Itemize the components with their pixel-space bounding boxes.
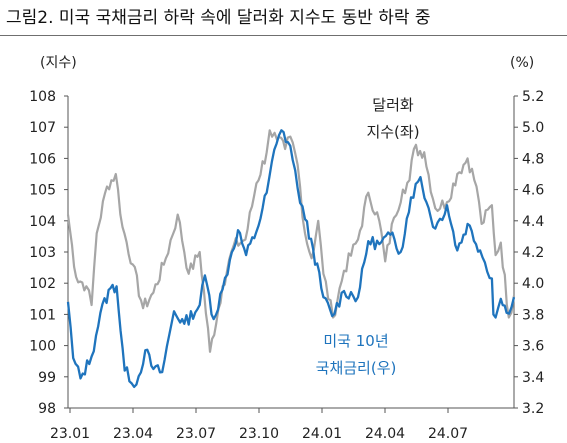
right-tick-label: 3.8	[522, 307, 544, 323]
ust10y-series-line	[66, 129, 516, 389]
left-tick-label: 100	[29, 339, 56, 355]
x-tick-label: 23.10	[239, 426, 279, 442]
figure-title: 그림2. 미국 국채금리 하락 속에 달러화 지수도 동반 하락 중	[6, 8, 431, 28]
left-tick-label: 103	[29, 245, 56, 261]
x-tick-label: 24.07	[428, 426, 468, 442]
series-layer	[66, 129, 516, 389]
left-tick-label: 107	[29, 120, 56, 136]
dollar-index-annotation: 지수(좌)	[366, 123, 419, 141]
right-tick-label: 4.2	[522, 245, 544, 261]
x-tick-label: 24.04	[365, 426, 405, 442]
left-tick-label: 99	[38, 370, 56, 386]
right-tick-label: 4.6	[522, 183, 544, 199]
left-tick-label: 98	[38, 401, 56, 417]
right-tick-label: 4.8	[522, 151, 544, 167]
right-tick-label: 3.2	[522, 401, 544, 417]
right-tick-label: 3.6	[522, 339, 544, 355]
ust10y-annotation: 미국 10년	[323, 332, 388, 350]
right-tick-label: 5.2	[522, 89, 544, 105]
right-axis-unit: (%)	[510, 55, 534, 71]
right-tick-label: 4.0	[522, 276, 544, 292]
left-tick-label: 105	[29, 183, 56, 199]
left-tick-label: 106	[29, 151, 56, 167]
right-tick-label: 3.4	[522, 370, 544, 386]
x-tick-label: 23.01	[50, 426, 90, 442]
ust10y-annotation: 국채금리(우)	[316, 359, 397, 377]
title-rule	[0, 35, 567, 36]
right-tick-label: 5.0	[522, 120, 544, 136]
x-tick-label: 23.07	[176, 426, 216, 442]
left-tick-label: 101	[29, 307, 56, 323]
right-tick-label: 4.4	[522, 214, 544, 230]
dollar-index-series-line	[66, 129, 516, 353]
dollar-index-annotation: 달러화	[372, 96, 414, 114]
axes: 98 99 100 101 102 103 104 105 106 107 108 3.2 3.4 3.6…	[29, 89, 544, 442]
left-tick-label: 104	[29, 214, 56, 230]
left-tick-label: 108	[29, 89, 56, 105]
left-tick-label: 102	[29, 276, 56, 292]
x-tick-label: 24.01	[302, 426, 342, 442]
left-axis-unit: (지수)	[40, 55, 77, 71]
x-tick-label: 23.04	[113, 426, 153, 442]
